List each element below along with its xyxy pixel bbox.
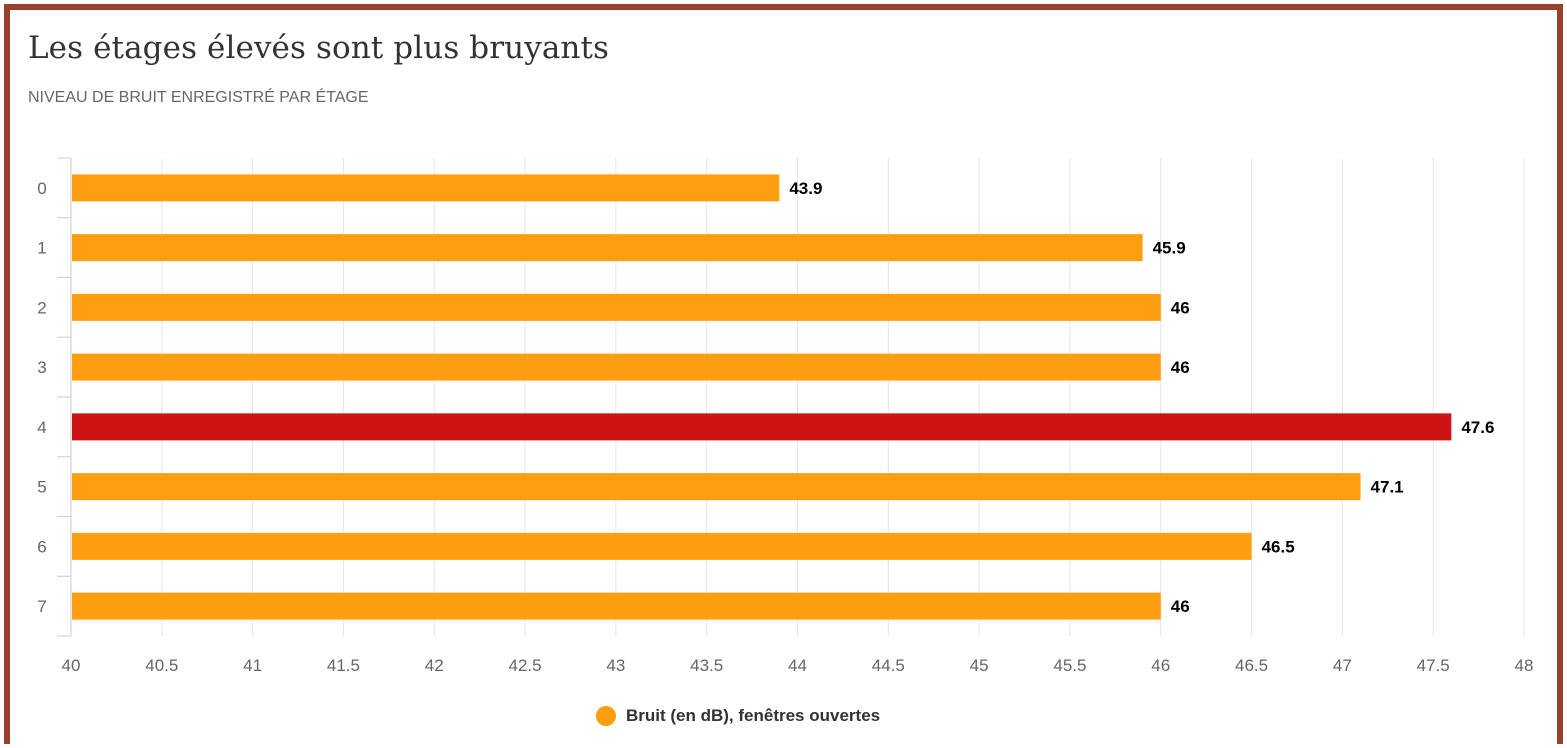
- bar-value-label: 43.9: [789, 179, 822, 198]
- legend-marker: [596, 706, 616, 726]
- y-tick-label: 4: [37, 418, 46, 437]
- x-axis: 40 40.5 41 41.5 42 42.5 43 43.5 44 44.5 45 45.5 46 46…: [62, 656, 1534, 675]
- x-tick-label: 47.5: [1417, 656, 1450, 675]
- bar[interactable]: [72, 293, 1161, 321]
- bar[interactable]: [72, 473, 1361, 501]
- x-tick-label: 42.5: [509, 656, 542, 675]
- x-tick-label: 41.5: [327, 656, 360, 675]
- x-tick-label: 41: [243, 656, 262, 675]
- x-tick-label: 40: [62, 656, 81, 675]
- y-tick-label: 7: [37, 597, 46, 616]
- x-tick-label: 44.5: [872, 656, 905, 675]
- x-tick-label: 42: [425, 656, 444, 675]
- x-tick-label: 48: [1515, 656, 1534, 675]
- bars: [72, 174, 1452, 620]
- bar-value-label: 46.5: [1262, 537, 1295, 556]
- bar-value-label: 46: [1171, 298, 1190, 317]
- bar[interactable]: [72, 532, 1252, 560]
- x-tick-label: 43: [606, 656, 625, 675]
- data-labels: 43.9 45.9 46 46 47.6 47.1 46.5 46: [789, 179, 1494, 616]
- bar-value-label: 46: [1171, 358, 1190, 377]
- y-tick-label: 3: [37, 358, 46, 377]
- x-tick-label: 46: [1151, 656, 1170, 675]
- x-tick-label: 40.5: [145, 656, 178, 675]
- x-tick-label: 44: [788, 656, 807, 675]
- bar-value-label: 47.1: [1371, 478, 1404, 497]
- bar-value-label: 46: [1171, 597, 1190, 616]
- y-tick-label: 1: [37, 239, 46, 258]
- y-axis: 0 1 2 3 4 5 6 7: [37, 157, 72, 637]
- chart-subtitle: NIVEAU DE BRUIT ENREGISTRÉ PAR ÉTAGE: [28, 89, 369, 106]
- x-tick-label: 45: [970, 656, 989, 675]
- bar[interactable]: [72, 234, 1143, 262]
- legend[interactable]: Bruit (en dB), fenêtres ouvertes: [596, 703, 880, 729]
- y-tick-label: 6: [37, 537, 46, 556]
- x-tick-label: 45.5: [1053, 656, 1086, 675]
- bar[interactable]: [72, 592, 1161, 620]
- y-tick-label: 5: [37, 478, 46, 497]
- bar[interactable]: [72, 174, 780, 202]
- bar-value-label: 45.9: [1153, 239, 1186, 258]
- y-tick-label: 2: [37, 298, 46, 317]
- bar[interactable]: [72, 353, 1161, 381]
- legend-label: Bruit (en dB), fenêtres ouvertes: [626, 706, 881, 725]
- y-tick-label: 0: [37, 179, 46, 198]
- bar[interactable]: [72, 413, 1452, 441]
- bar-value-label: 47.6: [1461, 418, 1494, 437]
- x-tick-label: 47: [1333, 656, 1352, 675]
- x-tick-label: 43.5: [690, 656, 723, 675]
- grid-lines: [161, 158, 1525, 636]
- x-tick-label: 46.5: [1235, 656, 1268, 675]
- chart-title: Les étages élevés sont plus bruyants: [28, 30, 610, 66]
